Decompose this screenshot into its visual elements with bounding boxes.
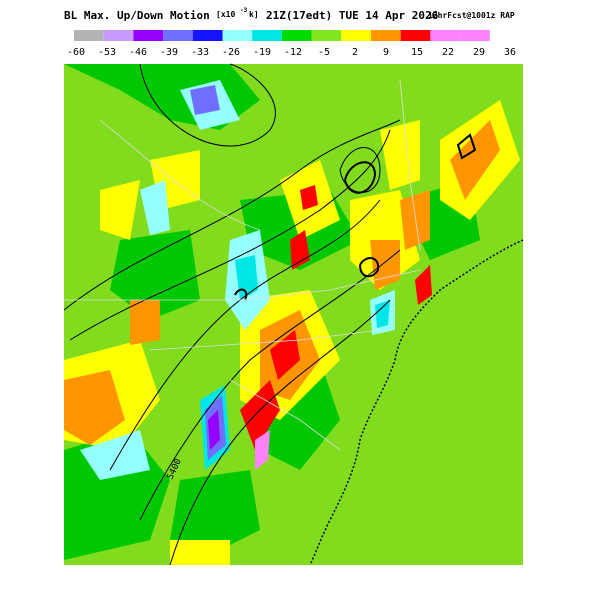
title: BL Max. Up/Down Motion [64, 9, 210, 22]
level-label: 36 [504, 47, 516, 58]
level-label: 22 [442, 47, 454, 58]
coastline [309, 239, 524, 566]
level-label: -5 [318, 47, 330, 58]
level-label: 2 [352, 47, 358, 58]
units-suffix: k] [249, 10, 259, 19]
color-box [371, 30, 401, 41]
map: 5400 [63, 63, 524, 566]
level-label: -12 [284, 47, 302, 58]
color-bar: -60 -53 -46 -39 -33 -26 -19 -12 -5 2 9 15 22 29 36 [67, 30, 516, 58]
units-base: [x10 [216, 10, 235, 19]
purple-area [208, 410, 220, 450]
thick-contours [234, 133, 477, 301]
color-box [400, 30, 431, 41]
color-box [281, 30, 312, 41]
level-label: 15 [411, 47, 423, 58]
color-box [460, 30, 490, 41]
forecast: 12hrFcst@1001z RAP [428, 11, 515, 20]
level-label: 9 [383, 47, 389, 58]
level-label: -39 [160, 47, 178, 58]
yellow-area-south [170, 540, 230, 565]
color-box [103, 30, 134, 41]
color-box [192, 30, 223, 41]
color-box [430, 30, 461, 41]
color-box [311, 30, 342, 41]
color-box [133, 30, 164, 41]
color-box [74, 30, 104, 41]
pink-area [255, 430, 270, 470]
level-label: -53 [98, 47, 116, 58]
red-areas [240, 185, 432, 450]
units-exponent: -3 [240, 7, 248, 14]
color-box [163, 30, 193, 41]
level-label: -26 [222, 47, 240, 58]
color-box [252, 30, 282, 41]
color-box [222, 30, 253, 41]
level-label: -33 [191, 47, 209, 58]
level-label: -19 [253, 47, 271, 58]
valid-time: 21Z(17edt) TUE 14 Apr 2026 [266, 9, 439, 22]
level-label: -60 [67, 47, 85, 58]
level-label: 29 [473, 47, 485, 58]
level-label: -46 [129, 47, 147, 58]
borders [64, 79, 421, 451]
color-box [341, 30, 371, 41]
